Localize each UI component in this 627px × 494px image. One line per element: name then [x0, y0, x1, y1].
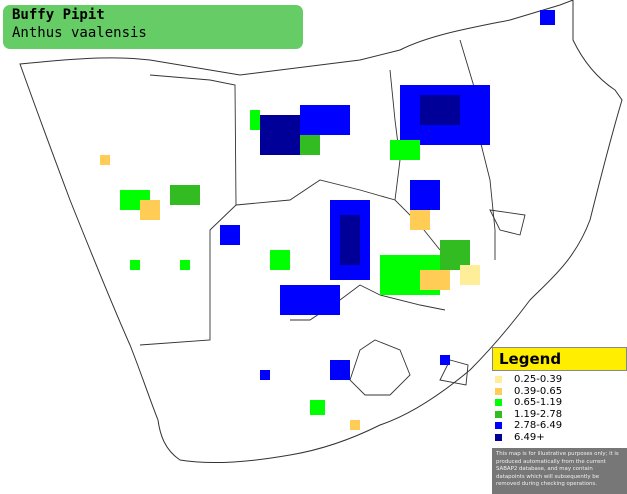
legend: Legend 0.25-0.39 0.39-0.65 0.65-1.19 1.1… — [492, 347, 627, 494]
legend-swatch — [495, 422, 502, 430]
legend-label: 0.65-1.19 — [514, 397, 563, 409]
legend-item: 0.25-0.39 — [494, 374, 627, 386]
legend-swatch — [495, 387, 502, 395]
legend-label: 6.49+ — [514, 431, 545, 443]
occupancy-cells — [100, 10, 555, 430]
legend-heading: Legend — [492, 347, 627, 371]
legend-label: 0.39-0.65 — [514, 385, 563, 397]
legend-swatch — [495, 410, 502, 418]
species-name: Buffy Pipit — [12, 7, 105, 23]
legend-swatch — [495, 399, 502, 407]
legend-swatch — [495, 376, 502, 384]
species-title-box: Buffy Pipit Anthus vaalensis — [3, 5, 303, 49]
legend-label: 1.19-2.78 — [514, 408, 563, 420]
legend-item: 1.19-2.78 — [494, 409, 627, 421]
legend-label: 2.78-6.49 — [514, 420, 563, 432]
legend-swatch — [495, 433, 502, 441]
species-latin-name: Anthus vaalensis — [12, 25, 147, 41]
legend-disclaimer: This map is for illustrative purposes on… — [492, 448, 627, 494]
legend-item: 0.65-1.19 — [494, 397, 627, 409]
legend-item: 6.49+ — [494, 432, 627, 444]
legend-item: 0.39-0.65 — [494, 386, 627, 398]
legend-label: 0.25-0.39 — [514, 374, 563, 386]
legend-item: 2.78-6.49 — [494, 420, 627, 432]
